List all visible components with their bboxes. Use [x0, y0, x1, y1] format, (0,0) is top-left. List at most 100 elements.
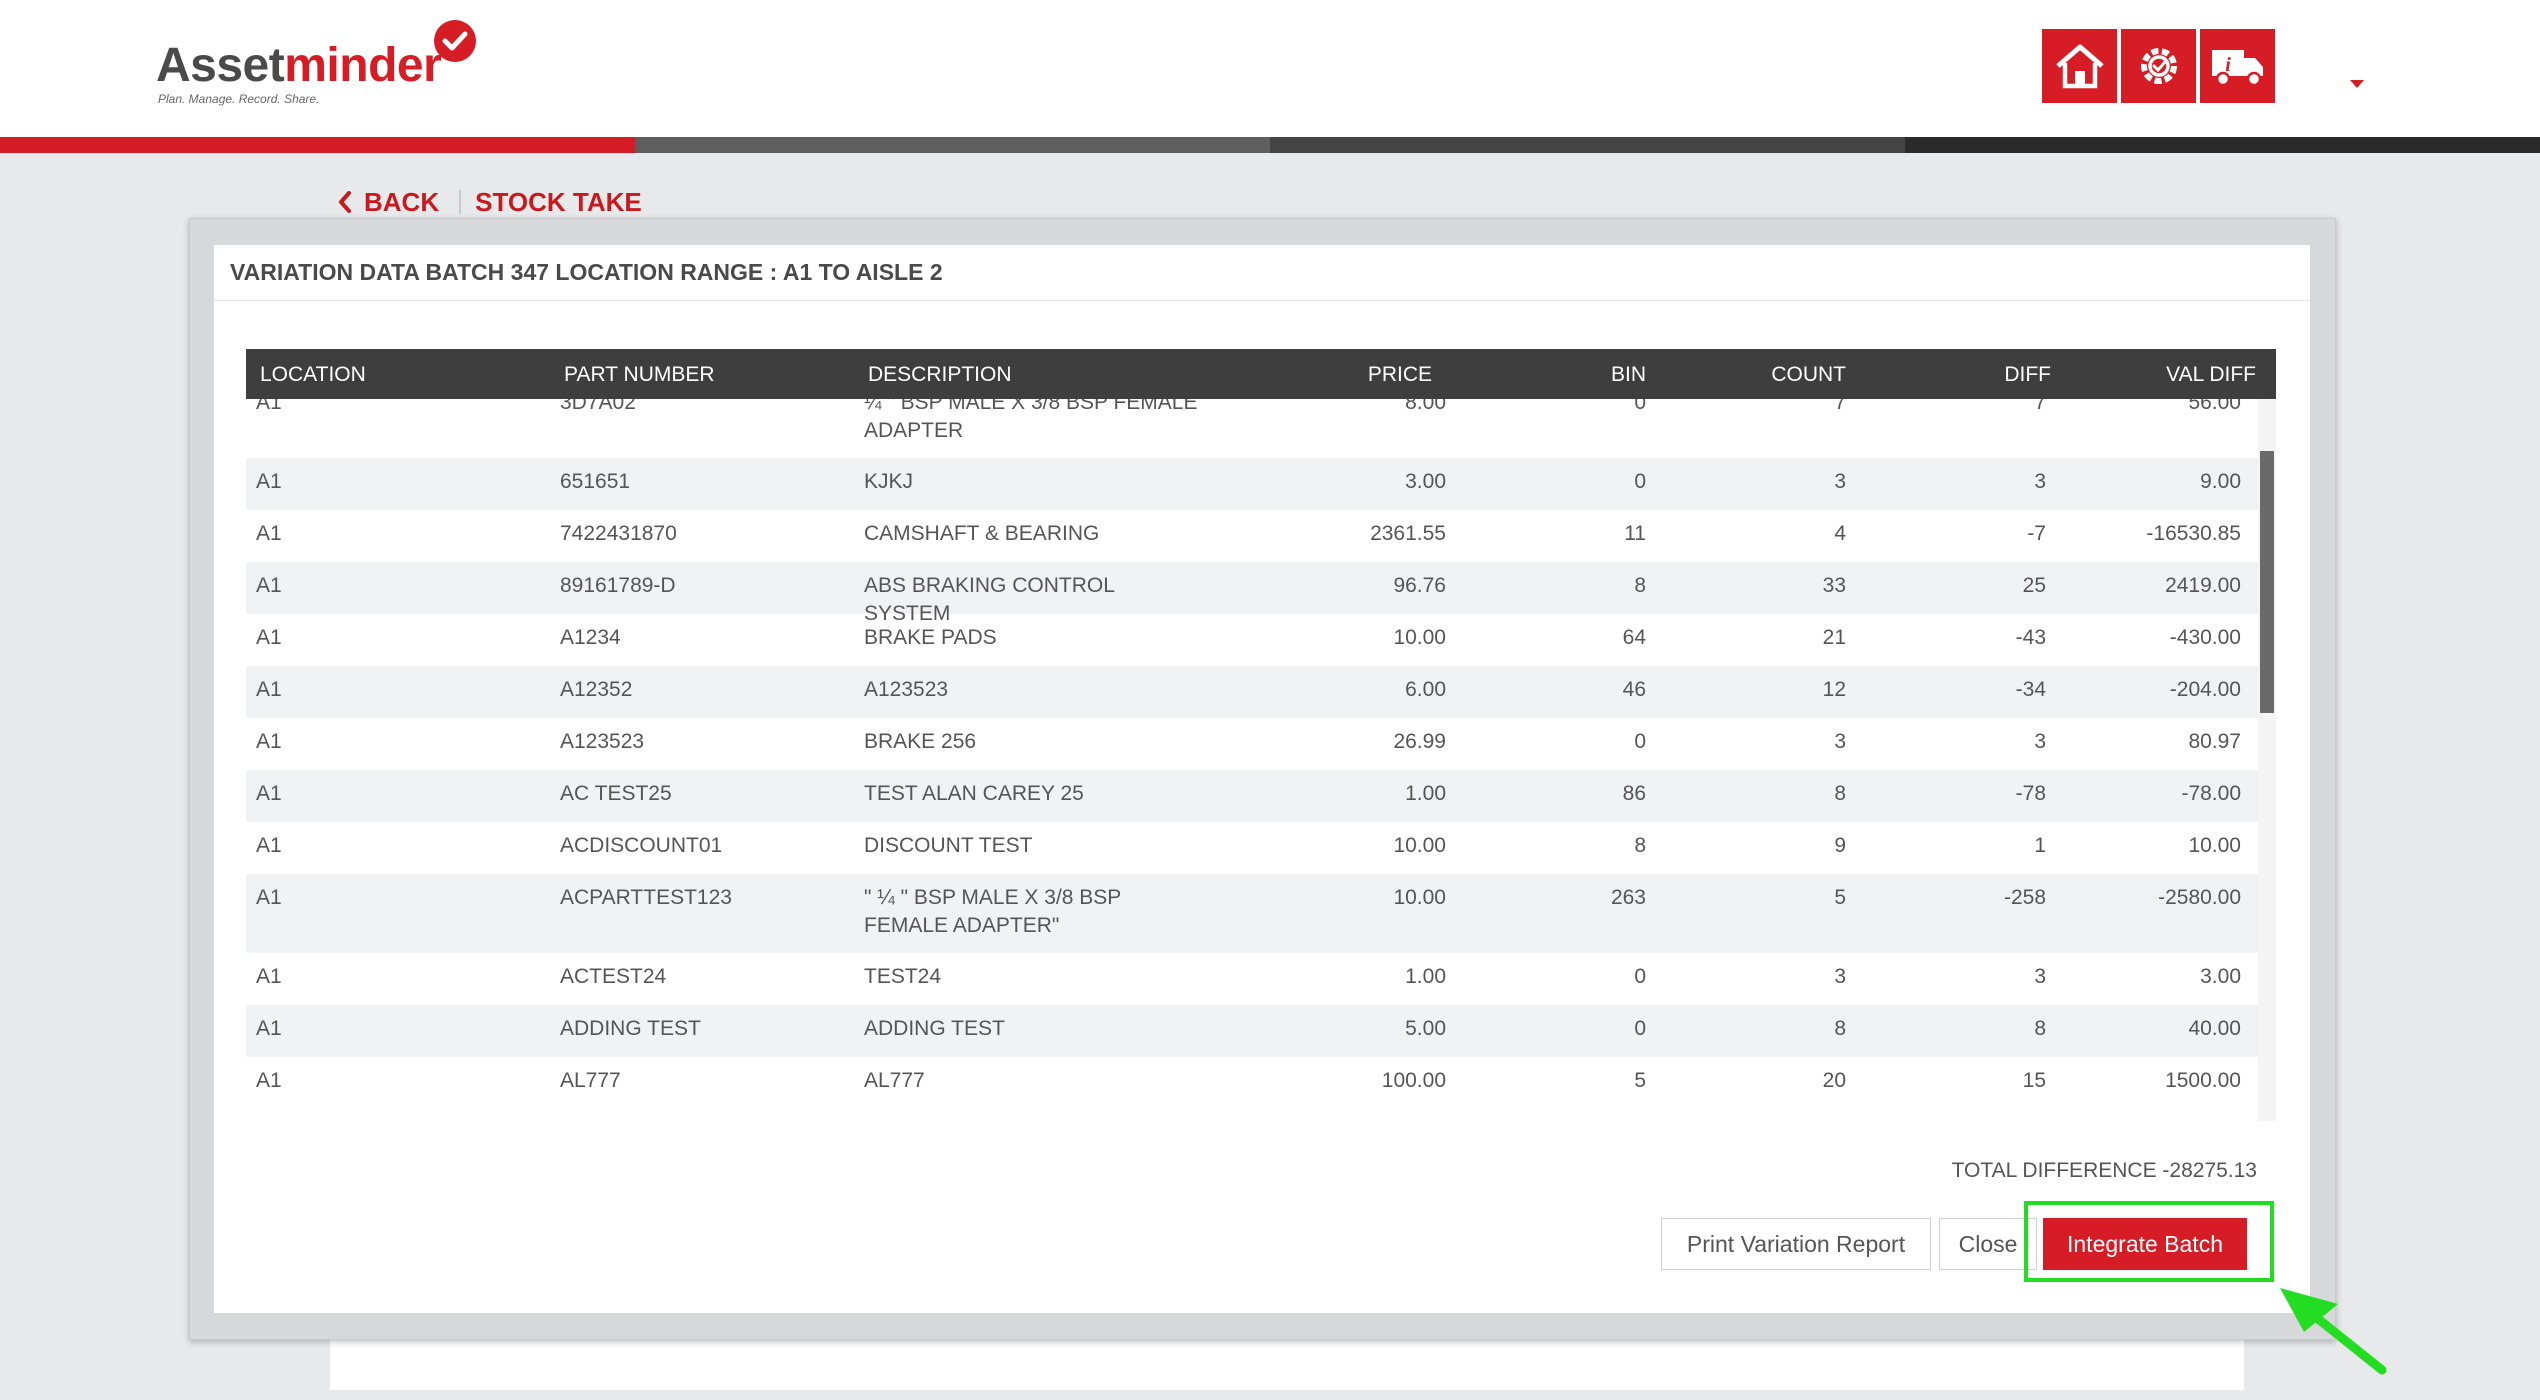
cell-part-number: ADDING TEST	[560, 1017, 701, 1040]
cell-description: TEST24	[864, 965, 942, 988]
top-nav-icons: i	[2042, 29, 2275, 103]
settings-icon[interactable]	[2121, 29, 2196, 103]
table-body[interactable]: A1 AL777 AL777 100.00 5 20 15 1500.00 A1 ADDING T…	[246, 399, 2276, 1121]
back-link[interactable]: BACK	[338, 187, 439, 218]
delivery-info-icon[interactable]: i	[2200, 29, 2275, 103]
breadcrumb-current[interactable]: STOCK TAKE	[475, 186, 642, 217]
cell-count: 8	[1834, 1017, 1846, 1040]
logo-word-dark: Asset	[156, 39, 285, 92]
breadcrumb-separator	[459, 190, 462, 214]
modal-title: VARIATION DATA BATCH 347 LOCATION RANGE …	[214, 245, 2310, 301]
cell-location: A1	[256, 782, 282, 805]
cell-price: 5.00	[1405, 1017, 1446, 1040]
close-button[interactable]: Close	[1939, 1218, 2037, 1270]
table-header: LOCATION PART NUMBER DESCRIPTION PRICE BIN CO…	[246, 349, 2276, 399]
header-color-bar	[0, 137, 2540, 153]
cell-price: 2361.55	[1370, 522, 1446, 545]
total-difference: TOTAL DIFFERENCE -28275.13	[1951, 1159, 2257, 1182]
cell-val-diff: -204.00	[2169, 678, 2241, 701]
table-row[interactable]: A1 89161789-D ABS BRAKING CONTROL SYSTEM 96…	[246, 562, 2258, 625]
cell-description: ABS BRAKING CONTROL SYSTEM	[864, 574, 1115, 625]
cell-part-number: 651651	[560, 470, 631, 493]
table-row[interactable]: A1 A123523 BRAKE 256 26.99 0 3 3 80.97	[246, 718, 2258, 770]
cell-count: 21	[1822, 626, 1846, 649]
cell-description: ¼ " BSP MALE X 3/8 BSP FEMALE ADAPTER	[864, 399, 1198, 442]
table-row[interactable]: A1 3D7A02 ¼ " BSP MALE X 3/8 BSP FEMALE AD…	[246, 399, 2258, 458]
column-header-price[interactable]: PRICE	[1367, 363, 1432, 386]
cell-diff: -78	[2015, 782, 2046, 805]
cell-bin: 11	[1624, 522, 1646, 545]
table-row[interactable]: A1 AL777 AL777 100.00 5 20 15 1500.00	[246, 1057, 2258, 1109]
cell-bin: 0	[1634, 1017, 1646, 1040]
table-row[interactable]: A1 651651 KJKJ 3.00 0 3 3 9.00	[246, 458, 2258, 510]
cell-bin: 5	[1634, 1069, 1646, 1092]
cell-description: AL777	[864, 1069, 925, 1092]
cell-diff: -7	[2027, 522, 2046, 545]
cell-bin: 0	[1634, 399, 1646, 414]
cell-bin: 8	[1634, 574, 1646, 597]
column-header-location[interactable]: LOCATION	[260, 363, 366, 386]
cell-description: A123523	[864, 678, 949, 701]
cell-diff: 15	[2022, 1069, 2046, 1092]
table-row[interactable]: A1 AC TEST25 TEST ALAN CAREY 25 1.00 86 8 -78 -…	[246, 770, 2258, 822]
user-menu-caret-icon[interactable]	[2350, 80, 2364, 88]
cell-part-number: AL777	[560, 1069, 621, 1092]
cell-val-diff: 40.00	[2188, 1017, 2241, 1040]
cell-val-diff: 56.00	[2188, 399, 2241, 414]
table-row[interactable]: A1 7422431870 CAMSHAFT & BEARING 2361.55 11 4…	[246, 510, 2258, 562]
logo-checkmark-icon	[434, 20, 476, 62]
cell-val-diff: 1500.00	[2165, 1069, 2241, 1092]
cell-val-diff: -16530.85	[2146, 522, 2241, 545]
column-header-description[interactable]: DESCRIPTION	[868, 363, 1012, 386]
cell-diff: 3	[2034, 965, 2046, 988]
cell-val-diff: 80.97	[2188, 730, 2241, 753]
table-row[interactable]: A1 ADDING TEST ADDING TEST 5.00 0 8 8 40.00	[246, 1005, 2258, 1057]
cell-price: 100.00	[1381, 1069, 1446, 1092]
cell-bin: 64	[1622, 626, 1646, 649]
cell-diff: -43	[2015, 626, 2046, 649]
scrollbar-thumb[interactable]	[2260, 451, 2274, 713]
cell-diff: 3	[2034, 730, 2046, 753]
variation-modal: VARIATION DATA BATCH 347 LOCATION RANGE …	[214, 245, 2310, 1313]
column-header-part-number[interactable]: PART NUMBER	[564, 363, 715, 386]
column-header-bin[interactable]: BIN	[1610, 363, 1646, 386]
cell-description: ADDING TEST	[864, 1017, 1005, 1040]
table-row[interactable]: A1 ACDISCOUNT01 DISCOUNT TEST 10.00 8 9 1 10.00	[246, 822, 2258, 874]
home-icon[interactable]	[2042, 29, 2117, 103]
cell-price: 6.00	[1405, 678, 1446, 701]
cell-price: 8.00	[1405, 399, 1446, 414]
app-header: Assetminder Plan. Manage. Record. Share.	[0, 0, 2540, 137]
column-header-diff[interactable]: DIFF	[2004, 363, 2051, 386]
column-header-count[interactable]: COUNT	[1771, 363, 1846, 386]
cell-price: 26.99	[1393, 730, 1446, 753]
cell-location: A1	[256, 1017, 282, 1040]
cell-val-diff: 3.00	[2200, 965, 2241, 988]
cell-diff: 7	[2034, 399, 2046, 414]
cell-bin: 0	[1634, 470, 1646, 493]
cell-location: A1	[256, 886, 282, 909]
table-row[interactable]: A1 ACTEST24 TEST24 1.00 0 3 3 3.00	[246, 953, 2258, 1005]
column-header-val-diff[interactable]: VAL DIFF	[2166, 363, 2256, 386]
logo-word-red: minder	[284, 39, 442, 92]
cell-bin: 86	[1622, 782, 1646, 805]
print-variation-report-button[interactable]: Print Variation Report	[1661, 1218, 1931, 1270]
cell-diff: -258	[2003, 886, 2046, 909]
table-row[interactable]: A1 A12352 A123523 6.00 46 12 -34 -204.00	[246, 666, 2258, 718]
assetminder-logo[interactable]: Assetminder Plan. Manage. Record. Share.	[156, 20, 486, 110]
cell-bin: 8	[1634, 834, 1646, 857]
table-scrollbar[interactable]	[2258, 399, 2276, 1121]
integrate-batch-button[interactable]: Integrate Batch	[2043, 1218, 2247, 1270]
table-row[interactable]: A1 ACPARTTEST123 " ¼ " BSP MALE X 3/8 BSP …	[246, 874, 2258, 953]
green-pointer-arrow-icon	[2280, 1288, 2387, 1375]
cell-count: 8	[1834, 782, 1846, 805]
cell-price: 3.00	[1405, 470, 1446, 493]
table-row[interactable]: A1 A1234 BRAKE PADS 10.00 64 21 -43 -430.00	[246, 614, 2258, 666]
cell-part-number: A123523	[560, 730, 645, 753]
cell-part-number: A12352	[560, 678, 633, 701]
cell-diff: 3	[2034, 470, 2046, 493]
breadcrumb: BACK STOCK TAKE	[338, 186, 642, 218]
cell-price: 10.00	[1393, 626, 1446, 649]
cell-val-diff: 10.00	[2188, 834, 2241, 857]
cell-price: 1.00	[1405, 782, 1446, 805]
cell-bin: 0	[1634, 730, 1646, 753]
